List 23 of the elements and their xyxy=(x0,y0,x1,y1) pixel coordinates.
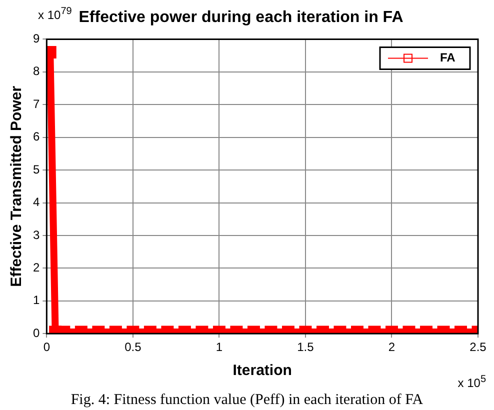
x-tick-label: 0 xyxy=(43,340,50,354)
x-tick-label: 2.5 xyxy=(470,340,487,354)
x-tick-label: 2 xyxy=(388,340,396,354)
x-axis-title: Iteration xyxy=(232,362,292,380)
legend-label: FA xyxy=(440,50,456,65)
chart-title: Effective power during each iteration in FA xyxy=(78,9,404,26)
y-tick-label: 0 xyxy=(32,326,40,340)
y-tick-label: 5 xyxy=(32,162,40,176)
y-tick-label: 6 xyxy=(32,130,40,144)
caption: Fig. 4: Fitness function value (Peff) in each iteration of FA xyxy=(70,392,424,409)
text: x 10$^{5}$ xyxy=(458,374,486,390)
x-tick-label: 0.5 xyxy=(124,340,142,354)
y-tick-label: 2 xyxy=(32,260,40,274)
y-tick-label: 4 xyxy=(32,195,40,210)
y-tick-label: 3 xyxy=(32,228,40,242)
x-tick-label: 1 xyxy=(216,340,223,354)
y-tick-label: 9 xyxy=(32,32,40,46)
y-tick-label: 7 xyxy=(32,96,40,111)
y-axis-title: Effective Transmitted Power xyxy=(8,86,26,287)
y-tick-label: 8 xyxy=(32,64,40,78)
text: x 10$^{79}$ xyxy=(38,6,72,22)
x-tick-label: 1.5 xyxy=(297,340,314,354)
y-tick-label: 1 xyxy=(32,293,40,308)
